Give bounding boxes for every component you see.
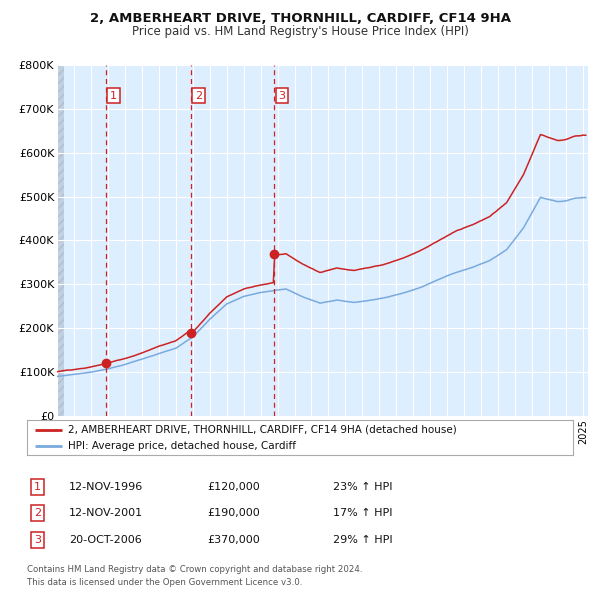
Text: 17% ↑ HPI: 17% ↑ HPI <box>333 509 392 518</box>
Text: 29% ↑ HPI: 29% ↑ HPI <box>333 535 392 545</box>
Text: £190,000: £190,000 <box>207 509 260 518</box>
Text: 2: 2 <box>34 509 41 518</box>
Text: 12-NOV-1996: 12-NOV-1996 <box>69 482 143 491</box>
Text: 2, AMBERHEART DRIVE, THORNHILL, CARDIFF, CF14 9HA: 2, AMBERHEART DRIVE, THORNHILL, CARDIFF,… <box>89 12 511 25</box>
Text: 3: 3 <box>278 91 286 101</box>
Text: 2, AMBERHEART DRIVE, THORNHILL, CARDIFF, CF14 9HA (detached house): 2, AMBERHEART DRIVE, THORNHILL, CARDIFF,… <box>68 425 457 435</box>
Text: £120,000: £120,000 <box>207 482 260 491</box>
Text: 1: 1 <box>110 91 117 101</box>
Text: 3: 3 <box>34 535 41 545</box>
Text: £370,000: £370,000 <box>207 535 260 545</box>
Text: 1: 1 <box>34 482 41 491</box>
Text: 12-NOV-2001: 12-NOV-2001 <box>69 509 143 518</box>
Text: HPI: Average price, detached house, Cardiff: HPI: Average price, detached house, Card… <box>68 441 296 451</box>
Text: 23% ↑ HPI: 23% ↑ HPI <box>333 482 392 491</box>
Text: 2: 2 <box>195 91 202 101</box>
Text: Contains HM Land Registry data © Crown copyright and database right 2024.
This d: Contains HM Land Registry data © Crown c… <box>27 565 362 587</box>
Bar <box>57 65 64 416</box>
Text: 20-OCT-2006: 20-OCT-2006 <box>69 535 142 545</box>
Text: Price paid vs. HM Land Registry's House Price Index (HPI): Price paid vs. HM Land Registry's House … <box>131 25 469 38</box>
